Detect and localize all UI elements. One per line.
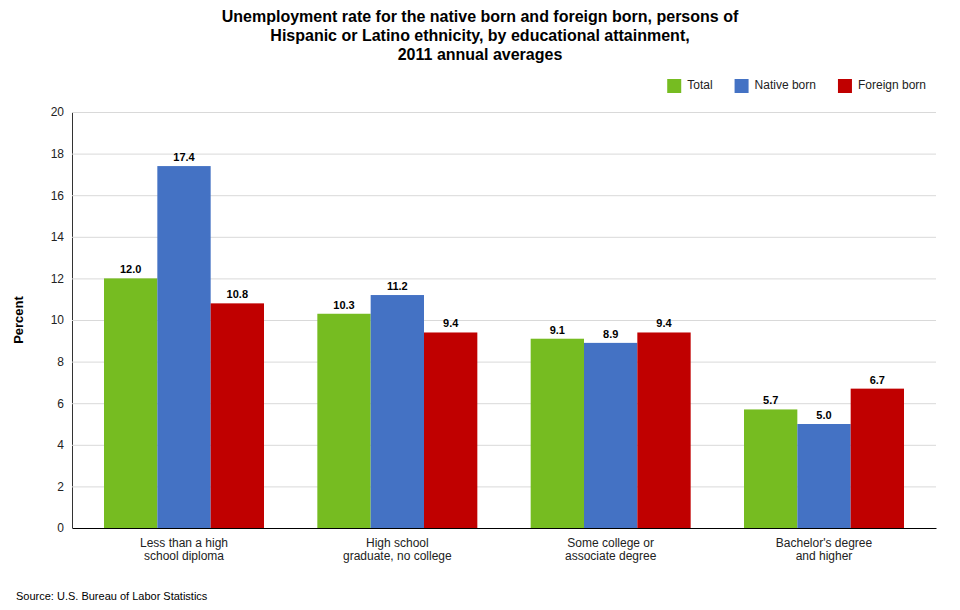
grid-line [72,154,936,155]
data-label: 17.4 [173,151,195,163]
bar [851,389,904,528]
text-line: Less than a high [140,536,228,550]
y-axis-line [73,113,937,529]
data-label: 6.7 [870,374,885,386]
text-line: and higher [796,549,853,563]
text-line: Unemployment rate for the native born an… [222,8,739,25]
bar [371,295,424,528]
legend-swatch [735,79,749,93]
text-line: graduate, no college [343,549,452,563]
y-tick-label: 4 [57,438,64,452]
bar [157,166,210,528]
y-tick-label: 16 [51,189,65,203]
data-label: 9.4 [656,317,672,329]
x-tick: High schoolgraduate, no college [343,536,452,564]
background [0,0,960,610]
data-label: 9.4 [443,317,459,329]
grid-line [72,528,936,529]
bar [317,314,370,528]
x-tick-label: Bachelor's degreeand higher [776,536,873,564]
y-tick: 20 [51,105,936,119]
x-axis: Less than a highschool diploma High schoo… [73,529,937,564]
legend-label: Total [687,78,712,92]
bar [424,332,477,528]
data-label: 8.9 [603,328,618,340]
x-tick: Some college orassociate degree [565,536,657,564]
title: Unemployment rate for the native born an… [222,8,739,63]
y-tick-label: 12 [51,272,65,286]
x-tick-label: Some college orassociate degree [565,536,657,564]
annotation: Source: U.S. Bureau of Labor Statistics [16,590,208,602]
bar [104,278,157,528]
bar [797,424,850,528]
data-label: 12.0 [120,263,141,275]
data-labels: 12.0 10.3 9.1 5.7 17.4 11.2 8.9 5.0 10.8 9.4 9.4 6.… [120,151,885,421]
series [211,303,904,528]
bar [531,339,584,528]
bar [211,303,264,528]
y-tick-label: 10 [51,313,65,327]
x-tick-label: High schoolgraduate, no college [343,536,452,564]
y-tick-label: 0 [57,521,64,535]
grid-line [72,112,936,113]
bar [744,409,797,528]
data-label: 11.2 [387,280,408,292]
legend-item: Native born [735,78,816,93]
x-tick: Bachelor's degreeand higher [776,536,873,564]
legend-swatch [667,79,681,93]
y-tick-label: 6 [57,397,64,411]
data-label: 5.0 [816,409,831,421]
data-label: 10.3 [333,299,354,311]
legend-item: Total [667,78,712,93]
text-line: 2011 annual averages [398,46,563,63]
data-label: 10.8 [227,288,248,300]
y-axis-title: Percent [11,295,26,343]
text-line: Some college or [567,536,654,550]
y-tick-label: 2 [57,480,64,494]
legend-item: Foreign born [838,78,926,93]
text-line: Bachelor's degree [776,536,873,550]
series [157,166,850,528]
text-line: associate degree [565,549,657,563]
y-axis: 0 2 4 6 8 10 12 14 16 18 20 [51,105,936,535]
text-line: Hispanic or Latino ethnicity, by educati… [270,27,689,44]
x-axis-line [73,528,937,529]
text-line: school diploma [144,549,224,563]
legend-label: Native born [755,78,816,92]
legend-swatch [838,79,852,93]
y-tick-label: 20 [51,105,65,119]
text-line: High school [366,536,429,550]
legend-label: Foreign born [858,78,926,92]
data-label: 5.7 [763,394,778,406]
data-label: 9.1 [550,324,565,336]
bar [584,343,637,528]
bar [637,332,690,528]
legend: Total Native born Foreign born [667,78,926,93]
plot-area: 0 2 4 6 8 10 12 14 16 18 20 Less than a highschool … [51,105,937,563]
x-tick-label: Less than a highschool diploma [140,536,228,564]
x-tick: Less than a highschool diploma [140,536,228,564]
y-tick-label: 8 [57,355,64,369]
chart: Unemployment rate for the native born an… [0,0,960,610]
y-tick-label: 14 [51,230,65,244]
bars [104,166,904,528]
y-tick-label: 18 [51,147,65,161]
